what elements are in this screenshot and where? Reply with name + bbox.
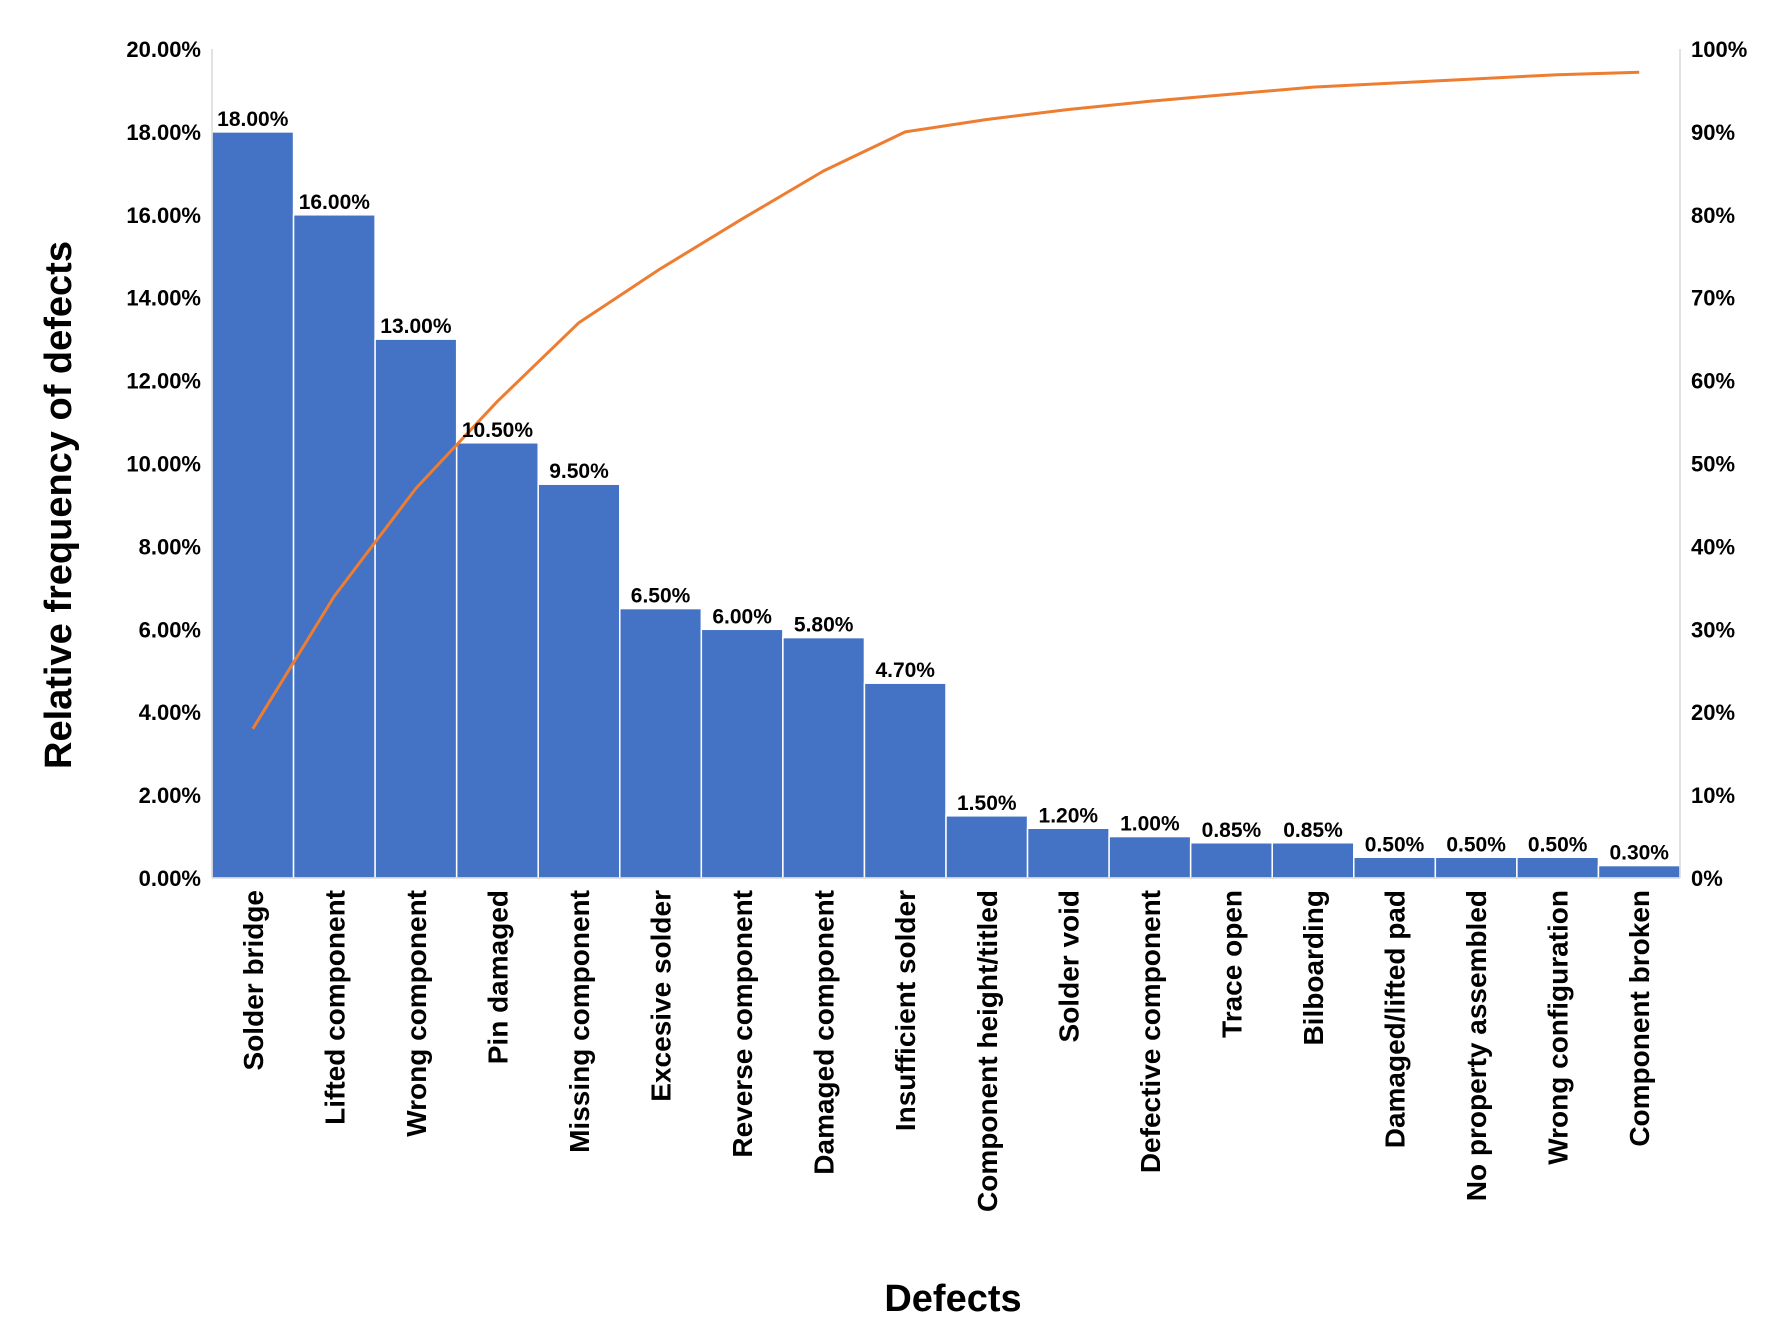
y-tick-label: 10.00% [126,452,201,477]
bar [1108,835,1192,879]
y2-tick-label: 0% [1691,866,1723,891]
cumulative-line-series [251,70,1640,730]
y2-tick-label: 10% [1691,783,1735,808]
data-label: 16.00% [299,191,371,214]
bar [1189,842,1273,879]
y-tick-label: 2.00% [139,783,201,808]
x-tick-label: Solder void [1053,890,1084,1042]
bar [619,607,703,879]
x-tick-label: Lifted component [319,890,350,1125]
y-axis-title: Relative frequency of defects [38,241,80,769]
y-tick-label: 18.00% [126,120,201,145]
x-tick-label: Trace open [1216,890,1247,1038]
x-tick-label: Insufficient solder [890,890,921,1131]
y2-tick-label: 30% [1691,617,1735,642]
y2-tick-label: 70% [1691,286,1735,311]
y-tick-label: 14.00% [126,286,201,311]
bar [455,442,539,879]
y2-tick-label: 80% [1691,203,1735,228]
bar [292,214,376,879]
y2-tick-label: 100% [1691,37,1747,62]
bar [1597,864,1681,879]
y2-tick-label: 20% [1691,700,1735,725]
data-label: 18.00% [217,108,289,131]
data-label: 0.50% [1528,833,1588,856]
x-tick-label: Wrong configuration [1543,890,1574,1165]
y-tick-label: 0.00% [139,866,201,891]
x-tick-label: Solder bridge [238,890,269,1070]
data-label: 1.20% [1039,804,1099,827]
bar [1516,856,1600,879]
x-axis-title: Defects [884,1278,1021,1320]
x-tick-label: Bilboarding [1298,890,1329,1046]
bar [1026,827,1110,879]
bar [945,815,1029,879]
y2-tick-label: 40% [1691,534,1735,559]
cumulative-line [251,70,1640,730]
x-tick-label: No property assembled [1461,890,1492,1201]
axes: 0.00% 2.00% 4.00% 6.00% 8.00% 10.00% 12.00% 14.… [126,37,1747,1212]
bar-series [211,131,1681,879]
data-label: 13.00% [380,315,452,338]
data-label: 0.85% [1283,819,1343,842]
y-tick-label: 8.00% [139,534,201,559]
y2-tick-label: 50% [1691,452,1735,477]
data-label: 0.85% [1202,819,1262,842]
x-tick-label: Wrong component [401,890,432,1137]
bar [1434,856,1518,879]
bar [700,628,784,879]
bar [782,636,866,879]
data-label: 5.80% [794,614,854,637]
x-tick-label: Missing component [564,890,595,1153]
y-tick-label: 12.00% [126,369,201,394]
data-label: 1.00% [1120,813,1180,836]
data-label: 6.50% [631,585,691,608]
x-tick-label: Damaged component [809,890,840,1175]
x-tick-label: Component broken [1624,890,1655,1147]
x-tick-label: Pin damaged [482,890,513,1064]
data-label: 0.50% [1446,833,1506,856]
data-label: 0.50% [1365,833,1425,856]
bar [211,131,295,879]
bar [1353,856,1437,879]
y-tick-label: 20.00% [126,37,201,62]
y-tick-label: 4.00% [139,700,201,725]
y-tick-label: 6.00% [139,617,201,642]
bar [1271,842,1355,879]
data-label: 10.50% [462,419,534,442]
data-label: 9.50% [549,460,609,483]
data-labels: 18.00% 16.00% 13.00% 10.50% 9.50% 6.50% 6.00% 5… [217,108,1669,865]
y-tick-label: 16.00% [126,203,201,228]
data-label: 0.30% [1609,842,1669,865]
x-tick-label: Component height/titled [972,890,1003,1212]
data-label: 4.70% [875,659,935,682]
bar [537,483,621,879]
x-tick-label: Damaged/lifted pad [1380,890,1411,1148]
bar [863,682,947,879]
data-label: 6.00% [712,605,772,628]
y2-tick-label: 90% [1691,120,1735,145]
y2-tick-label: 60% [1691,369,1735,394]
data-label: 1.50% [957,792,1017,815]
x-tick-label: Excesive solder [646,890,677,1102]
x-tick-label: Reverse component [727,890,758,1158]
x-tick-label: Defective component [1135,890,1166,1173]
bar [374,338,458,879]
